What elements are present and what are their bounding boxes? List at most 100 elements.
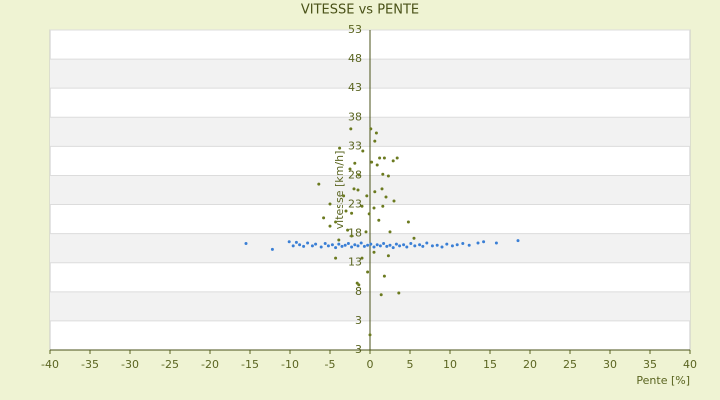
point (310, 244, 314, 248)
point (435, 243, 439, 247)
point (362, 244, 366, 248)
point (494, 241, 498, 245)
point (319, 245, 323, 249)
point (365, 194, 369, 198)
point (334, 256, 338, 260)
point (516, 239, 520, 243)
point (350, 234, 354, 238)
y-tick-label: 48 (348, 52, 362, 65)
point (369, 242, 373, 246)
point (476, 241, 480, 245)
point (440, 245, 444, 249)
point (395, 156, 399, 160)
x-tick-label: -15 (241, 358, 259, 371)
point (386, 174, 390, 178)
x-tick-label: -10 (281, 358, 299, 371)
point (366, 243, 370, 247)
point (379, 293, 383, 297)
x-tick-label: -30 (121, 358, 139, 371)
point (328, 224, 332, 228)
x-tick-label: 20 (523, 358, 537, 371)
point (323, 242, 327, 246)
point (368, 333, 372, 337)
point (392, 199, 396, 203)
point (405, 245, 409, 249)
point (374, 131, 378, 135)
point (294, 240, 298, 244)
point (386, 254, 390, 258)
point (409, 242, 413, 246)
point (361, 149, 365, 153)
point (350, 211, 354, 215)
point (346, 228, 350, 232)
y-tick-label: 53 (348, 23, 362, 36)
point (326, 244, 330, 248)
y-tick-label: 8 (355, 285, 362, 298)
point (270, 247, 274, 251)
point (359, 241, 363, 245)
point (382, 242, 386, 246)
point (355, 281, 359, 285)
x-tick-label: 30 (603, 358, 617, 371)
point (412, 236, 416, 240)
point (430, 244, 434, 248)
point (421, 244, 425, 248)
point (342, 194, 346, 198)
y-tick-label: 23 (348, 198, 362, 211)
point (375, 163, 379, 167)
point (322, 216, 326, 220)
point (450, 244, 454, 248)
y-tick-label: 33 (348, 139, 362, 152)
point (377, 218, 381, 222)
point (349, 127, 353, 131)
point (330, 243, 334, 247)
point (402, 243, 406, 247)
point (367, 212, 371, 216)
point (378, 156, 382, 160)
point (350, 245, 354, 249)
x-tick-label: 35 (643, 358, 657, 371)
point (373, 190, 377, 194)
point (384, 195, 388, 199)
chart-title: VITESSE vs PENTE (301, 3, 419, 18)
point (337, 238, 341, 242)
point (413, 244, 417, 248)
point (406, 220, 410, 224)
point (455, 243, 459, 247)
point (334, 246, 338, 250)
y-tick-label: 18 (348, 227, 362, 240)
x-axis-title: Pente [%] (636, 374, 690, 387)
point (356, 188, 360, 192)
point (343, 243, 347, 247)
y-tick-label: 3 (355, 314, 362, 327)
x-tick-label: -35 (81, 358, 99, 371)
point (445, 242, 449, 246)
x-tick-label: 10 (443, 358, 457, 371)
point (373, 139, 377, 143)
point (317, 182, 321, 186)
y-tick-label: 28 (348, 168, 362, 181)
point (314, 242, 318, 246)
point (370, 160, 374, 164)
point (372, 245, 376, 249)
point (352, 187, 356, 191)
point (380, 187, 384, 191)
x-tick-label: 15 (483, 358, 497, 371)
y-tick-label: 38 (348, 110, 362, 123)
point (397, 291, 401, 295)
point (382, 156, 386, 160)
point (391, 159, 395, 163)
x-tick-label: -5 (325, 358, 336, 371)
point (353, 161, 357, 165)
point (398, 244, 402, 248)
point (353, 243, 357, 247)
point (372, 206, 376, 210)
point (328, 202, 332, 206)
point (340, 244, 344, 248)
point (366, 270, 370, 274)
y-tick-label: 13 (348, 256, 362, 269)
point (482, 240, 486, 244)
x-tick-label: -20 (201, 358, 219, 371)
y-axis-title: vitesse [km/h] (333, 151, 346, 230)
